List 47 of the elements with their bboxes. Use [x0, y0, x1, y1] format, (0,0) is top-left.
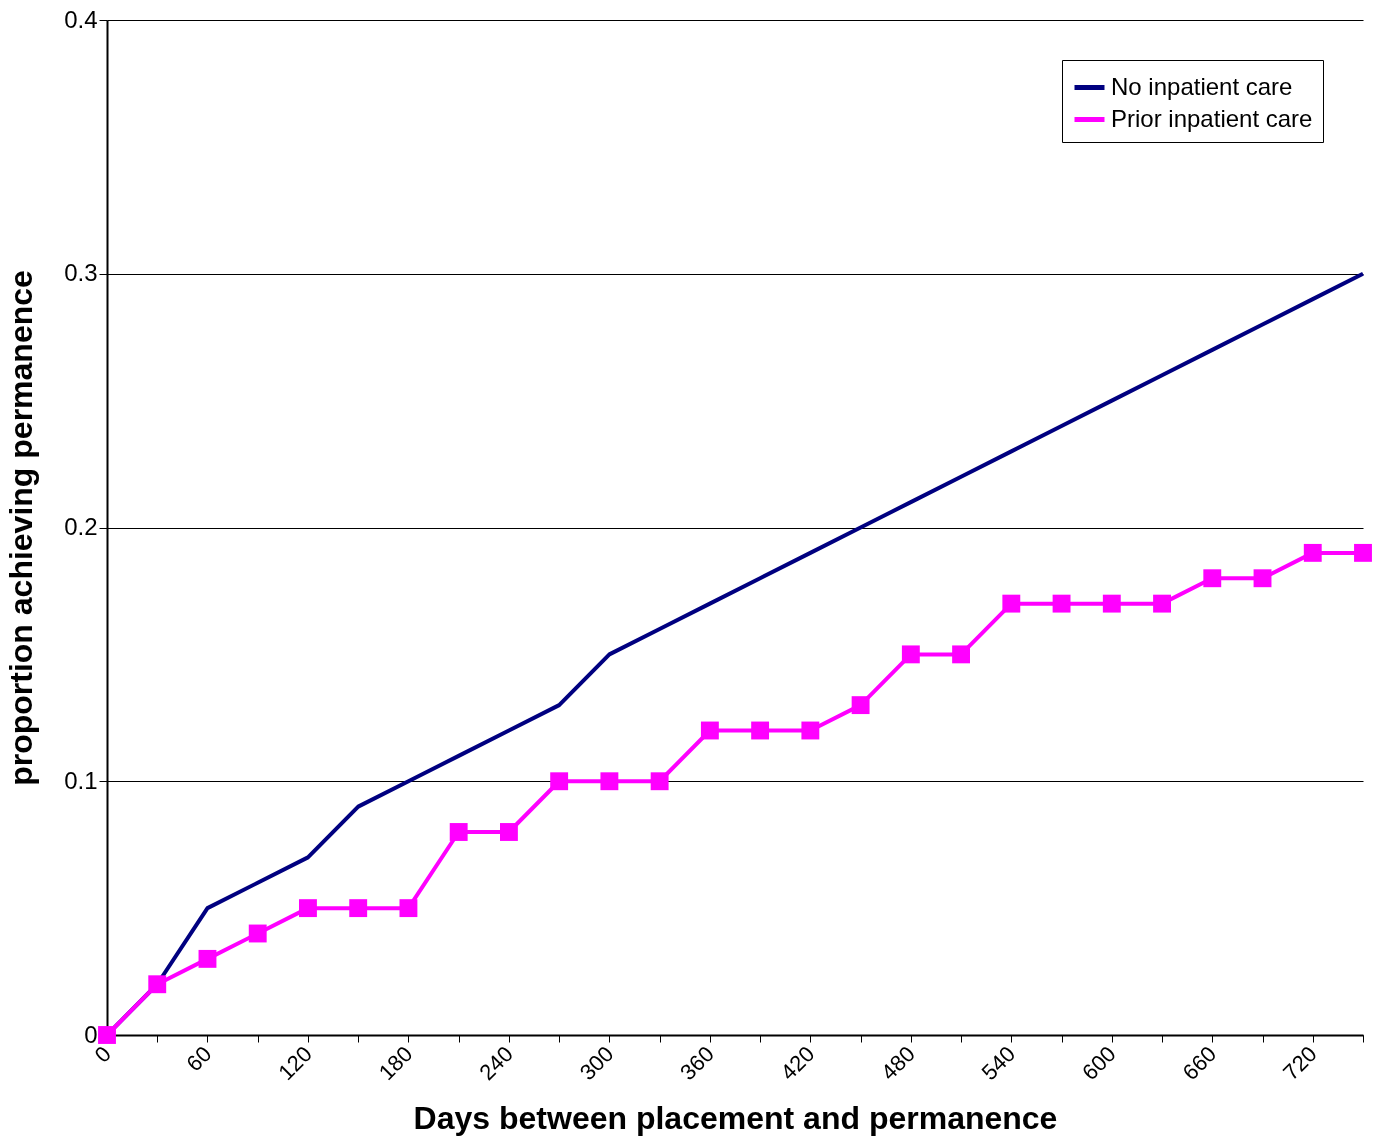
point	[1052, 594, 1071, 613]
x-tick-label: 120	[273, 1041, 317, 1085]
y-tick-label: 0.3	[64, 259, 98, 287]
x-tick-label: 240	[474, 1041, 518, 1085]
point	[801, 721, 820, 740]
point	[499, 823, 518, 841]
point	[148, 975, 167, 994]
x-tick-label: 300	[574, 1041, 619, 1085]
y-axis-title: proportion achieving permanence	[3, 270, 40, 786]
x-axis-title: Days between placement and permanence	[413, 1100, 1058, 1137]
point	[751, 721, 770, 740]
point	[1102, 594, 1121, 613]
x-tick-label: 660	[1177, 1041, 1222, 1085]
point	[1203, 569, 1222, 588]
x-tick-label: 60	[181, 1041, 217, 1077]
point	[851, 696, 870, 715]
x-tick-label: 420	[775, 1041, 820, 1085]
point	[700, 721, 719, 740]
x-tick-label: 180	[373, 1041, 418, 1085]
point	[1354, 543, 1372, 562]
legend-label: No inpatient care	[1111, 72, 1293, 100]
y-tick-label: 0.2	[64, 513, 98, 540]
point	[198, 949, 217, 968]
x-tick-label: 600	[1077, 1041, 1121, 1085]
point	[1253, 569, 1272, 588]
point	[1002, 594, 1021, 613]
point	[550, 772, 569, 791]
point	[98, 1026, 116, 1044]
x-tick-label: 720	[1278, 1041, 1322, 1085]
y-tick-label: 0.4	[64, 5, 98, 33]
point	[952, 645, 971, 664]
point	[248, 924, 267, 943]
point	[299, 899, 317, 918]
point	[1153, 594, 1171, 613]
legend-label: Prior inpatient care	[1111, 104, 1313, 132]
point	[399, 899, 418, 918]
x-tick-label: 480	[876, 1041, 920, 1085]
point	[349, 899, 368, 918]
point	[650, 772, 669, 791]
point	[600, 772, 619, 791]
y-tick-label: 0	[84, 1020, 98, 1048]
x-tick-label: 360	[675, 1041, 719, 1085]
point	[901, 645, 920, 664]
y-tick-label: 0.1	[64, 766, 98, 794]
point	[1303, 543, 1322, 562]
point	[449, 823, 468, 841]
x-tick-label: 540	[976, 1041, 1021, 1085]
